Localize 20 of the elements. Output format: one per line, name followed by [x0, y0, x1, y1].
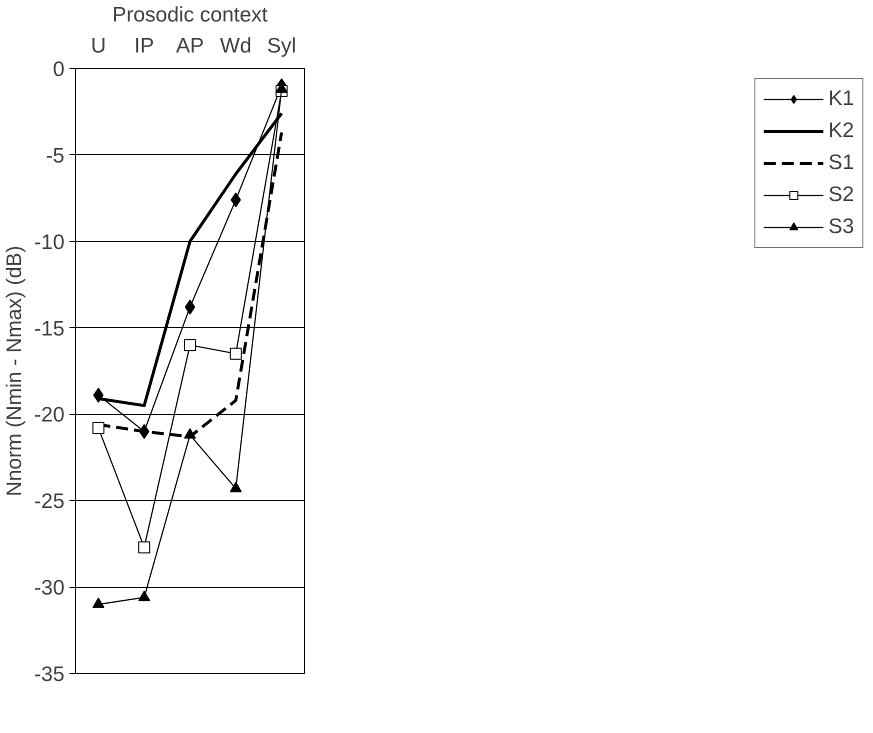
legend-label: K2	[828, 119, 854, 143]
legend-label: K1	[828, 87, 854, 111]
y-tick-label: 0	[52, 58, 65, 81]
x-tick-label: U	[90, 34, 106, 58]
x-tick-label: Syl	[267, 34, 296, 58]
x-axis-title: Prosodic context	[112, 4, 268, 26]
x-tick-label: IP	[134, 34, 154, 58]
y-tick-label: -5	[46, 144, 65, 168]
y-axis-title: Nnorm (Nmin - Nmax) (dB)	[3, 246, 26, 496]
x-tick-label: Wd	[220, 34, 252, 58]
y-tick-label: -35	[34, 663, 65, 686]
legend-label: S2	[828, 183, 854, 207]
legend-label: S1	[828, 151, 854, 175]
legend-label: S3	[828, 215, 854, 239]
y-tick-label: -15	[34, 317, 65, 340]
y-tick-label: -10	[34, 230, 65, 254]
x-tick-label: AP	[176, 34, 204, 58]
y-tick-label: -25	[34, 490, 65, 514]
y-tick-label: -30	[34, 576, 65, 600]
y-tick-label: -20	[34, 404, 65, 427]
